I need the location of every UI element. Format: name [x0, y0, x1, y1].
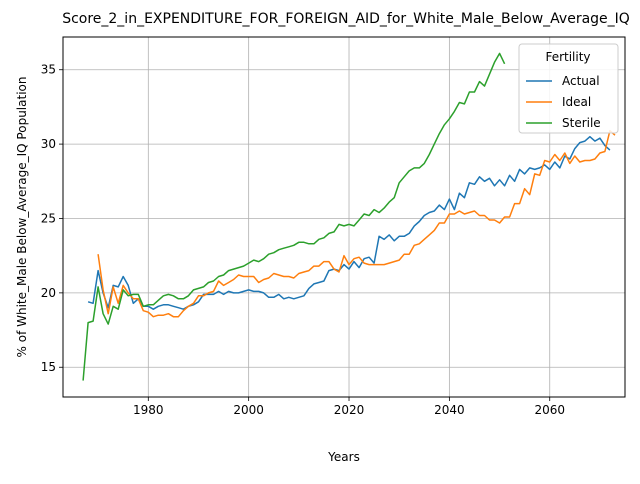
y-tick-label: 20: [41, 286, 56, 300]
legend-label-ideal: Ideal: [562, 95, 591, 109]
x-tick-label: 2060: [534, 403, 565, 417]
x-axis-ticks: 1980 2000 2020 2040 2060: [133, 397, 565, 417]
y-axis-label: % of White_Male Below_Average_IQ Populat…: [15, 77, 29, 358]
series-line-actual: [87, 135, 611, 310]
plot-frame: [62, 36, 626, 398]
legend-title: Fertility: [545, 50, 590, 64]
x-tick-label: 2000: [233, 403, 264, 417]
series-line-ideal: [97, 129, 616, 318]
x-tick-label: 2040: [434, 403, 465, 417]
x-tick-label: 1980: [133, 403, 164, 417]
x-tick-label: 2020: [334, 403, 365, 417]
series-line-sterile: [82, 52, 506, 381]
legend: Fertility Actual Ideal Sterile: [518, 43, 619, 134]
x-axis-label: Years: [327, 450, 360, 464]
chart-title: Score_2_in_EXPENDITURE_FOR_FOREIGN_AID_f…: [62, 11, 630, 27]
y-axis-ticks: 15 20 25 30 35: [41, 63, 63, 374]
series-lines: [82, 52, 616, 381]
legend-entries: Actual Ideal Sterile: [526, 74, 601, 130]
y-tick-label: 15: [41, 360, 56, 374]
legend-label-sterile: Sterile: [562, 116, 601, 130]
y-tick-label: 35: [41, 63, 56, 77]
legend-box: [518, 43, 619, 134]
y-tick-label: 30: [41, 137, 56, 151]
legend-label-actual: Actual: [562, 74, 600, 88]
y-tick-label: 25: [41, 211, 56, 225]
